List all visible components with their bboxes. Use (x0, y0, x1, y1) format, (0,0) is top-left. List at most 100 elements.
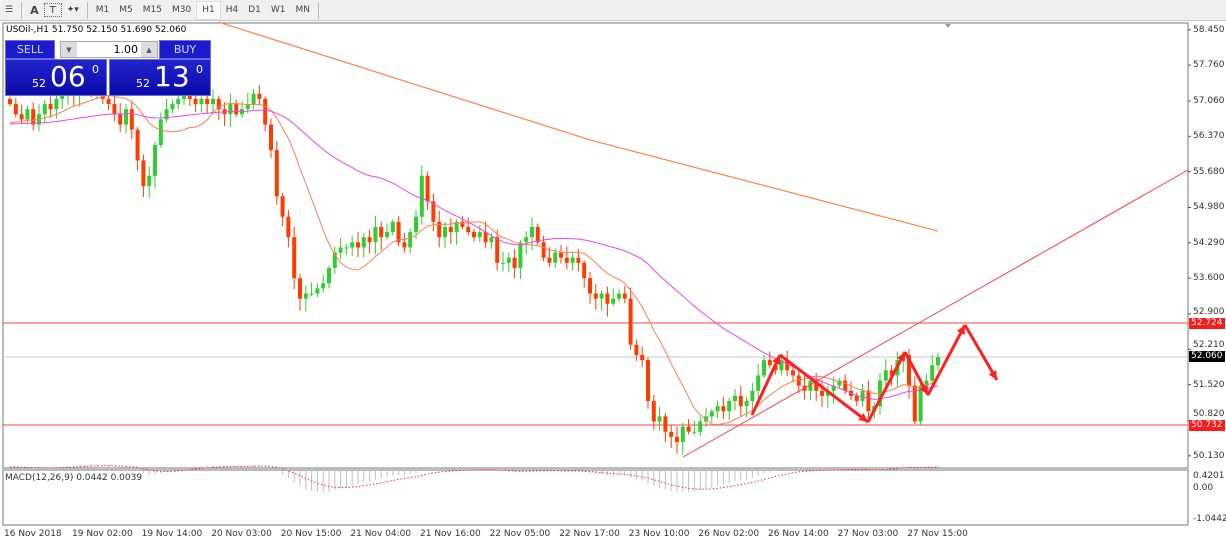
candle-body (31, 109, 36, 125)
candle-body (675, 436, 679, 442)
timeframe-w1[interactable]: W1 (270, 5, 286, 15)
candle-body (216, 98, 221, 110)
candle-body (437, 221, 442, 238)
timeframe-d1[interactable]: D1 (248, 5, 261, 15)
lot-value[interactable]: 1.00 (113, 43, 139, 56)
candle-body (361, 237, 366, 248)
candle-body (854, 395, 859, 402)
candle-body (686, 426, 691, 432)
time-axis-label: 16 Nov 2018 (4, 529, 62, 539)
candle-body (315, 288, 320, 294)
candle-body (535, 226, 540, 243)
sell-price[interactable]: 52 06 0 (5, 59, 107, 96)
candle-body (147, 175, 152, 186)
price-axis-label: 57.760 (1193, 60, 1225, 71)
candle-body (42, 104, 47, 115)
candle-body (930, 365, 935, 381)
candle-body (118, 114, 123, 125)
timeframe-mn[interactable]: MN (295, 5, 310, 15)
horizontal-lines-icon[interactable]: ☰ (5, 5, 14, 15)
candle-body (158, 119, 163, 146)
timeframe-h4[interactable]: H4 (225, 5, 239, 15)
candle-body (669, 431, 674, 437)
candle-body (779, 360, 784, 371)
candle-body (60, 93, 65, 99)
candle-body (651, 401, 656, 422)
candle-body (785, 360, 790, 371)
chart-shift-marker-icon (945, 24, 951, 28)
one-click-trading-panel: SELL ▼ 1.00 ▲ BUY 52 06 0 52 13 0 (5, 40, 211, 96)
candle-body (298, 278, 302, 299)
candle-body (912, 385, 917, 422)
candle-body (443, 226, 447, 238)
arrowhead-icon (919, 385, 928, 395)
candle-body (657, 416, 662, 422)
text-label-icon[interactable]: T (43, 3, 62, 17)
candle-body (454, 221, 459, 233)
candle-body (396, 221, 401, 243)
candle-body (350, 242, 355, 248)
timeframe-m1[interactable]: M1 (95, 5, 110, 15)
sell-price-point: 0 (92, 63, 99, 76)
price-axis-label: 54.980 (1193, 202, 1225, 213)
decrease-lot-icon[interactable]: ▼ (61, 42, 77, 57)
timeframe-m15[interactable]: M15 (142, 5, 162, 15)
toolbar: ☰ A T ✦▾ M1 M5 M15 M30 H1 H4 D1 W1 MN (0, 0, 1226, 21)
time-axis-label: 19 Nov 02:00 (72, 529, 133, 539)
trendline (682, 169, 1189, 458)
candle-body (593, 293, 598, 299)
macd-label: MACD(12,26,9) 0.0442 0.0039 (5, 473, 143, 483)
time-axis-label: 20 Nov 03:00 (211, 529, 272, 539)
candle-body (477, 232, 482, 238)
price-axis-label: 51.520 (1193, 379, 1225, 390)
buy-price-prefix: 52 (136, 77, 150, 90)
candle-body (129, 109, 134, 130)
increase-lot-icon[interactable]: ▲ (141, 42, 157, 57)
candle-body (408, 232, 413, 248)
price-axis-label: 53.600 (1193, 273, 1225, 284)
candle-body (628, 298, 633, 345)
candle-body (176, 98, 181, 105)
macd-axis-label: 0.4201 (1193, 471, 1225, 481)
text-icon[interactable]: A (30, 3, 39, 17)
candle-body (414, 216, 418, 233)
price-axis-label: 54.290 (1193, 237, 1225, 248)
chart-area[interactable] (0, 21, 1226, 544)
candle-body (860, 390, 865, 402)
candle-body (680, 426, 685, 442)
candle-body (605, 293, 610, 304)
timeframe-m30[interactable]: M30 (171, 5, 192, 15)
time-axis-label: 26 Nov 02:00 (698, 529, 760, 539)
candle-body (234, 104, 239, 115)
candle-body (750, 390, 755, 402)
candle-body (402, 242, 407, 248)
zigzag-arrow-segment (866, 351, 907, 423)
candle-body (617, 293, 621, 299)
timeframe-h1[interactable]: H1 (196, 0, 221, 20)
candle-body (135, 129, 140, 161)
time-axis-label: 22 Nov 17:00 (559, 529, 620, 539)
lot-size-field[interactable]: ▼ 1.00 ▲ (60, 41, 158, 58)
candle-body (564, 257, 569, 263)
timeframe-m5[interactable]: M5 (119, 5, 133, 15)
price-axis-label: 56.370 (1193, 131, 1225, 142)
candle-body (448, 226, 453, 233)
candle-body (808, 380, 813, 391)
buy-price[interactable]: 52 13 0 (109, 59, 211, 96)
candle-body (715, 406, 720, 412)
candle-body (582, 262, 587, 279)
candle-body (495, 237, 500, 263)
candle-body (524, 237, 529, 243)
time-axis-label: 21 Nov 16:00 (420, 529, 481, 539)
price-axis-label: 57.060 (1193, 95, 1225, 106)
candle-body (576, 257, 581, 263)
current-price-tag: 52.060 (1189, 351, 1225, 362)
buy-button[interactable]: BUY (159, 40, 211, 59)
candle-body (8, 98, 12, 105)
sell-price-prefix: 52 (32, 77, 46, 90)
zigzag-arrow-segment (779, 353, 869, 424)
sell-price-main: 06 (50, 60, 86, 93)
sell-button[interactable]: SELL (5, 40, 55, 59)
candle-body (257, 93, 262, 99)
shapes-dropdown-icon[interactable]: ✦▾ (66, 5, 79, 15)
